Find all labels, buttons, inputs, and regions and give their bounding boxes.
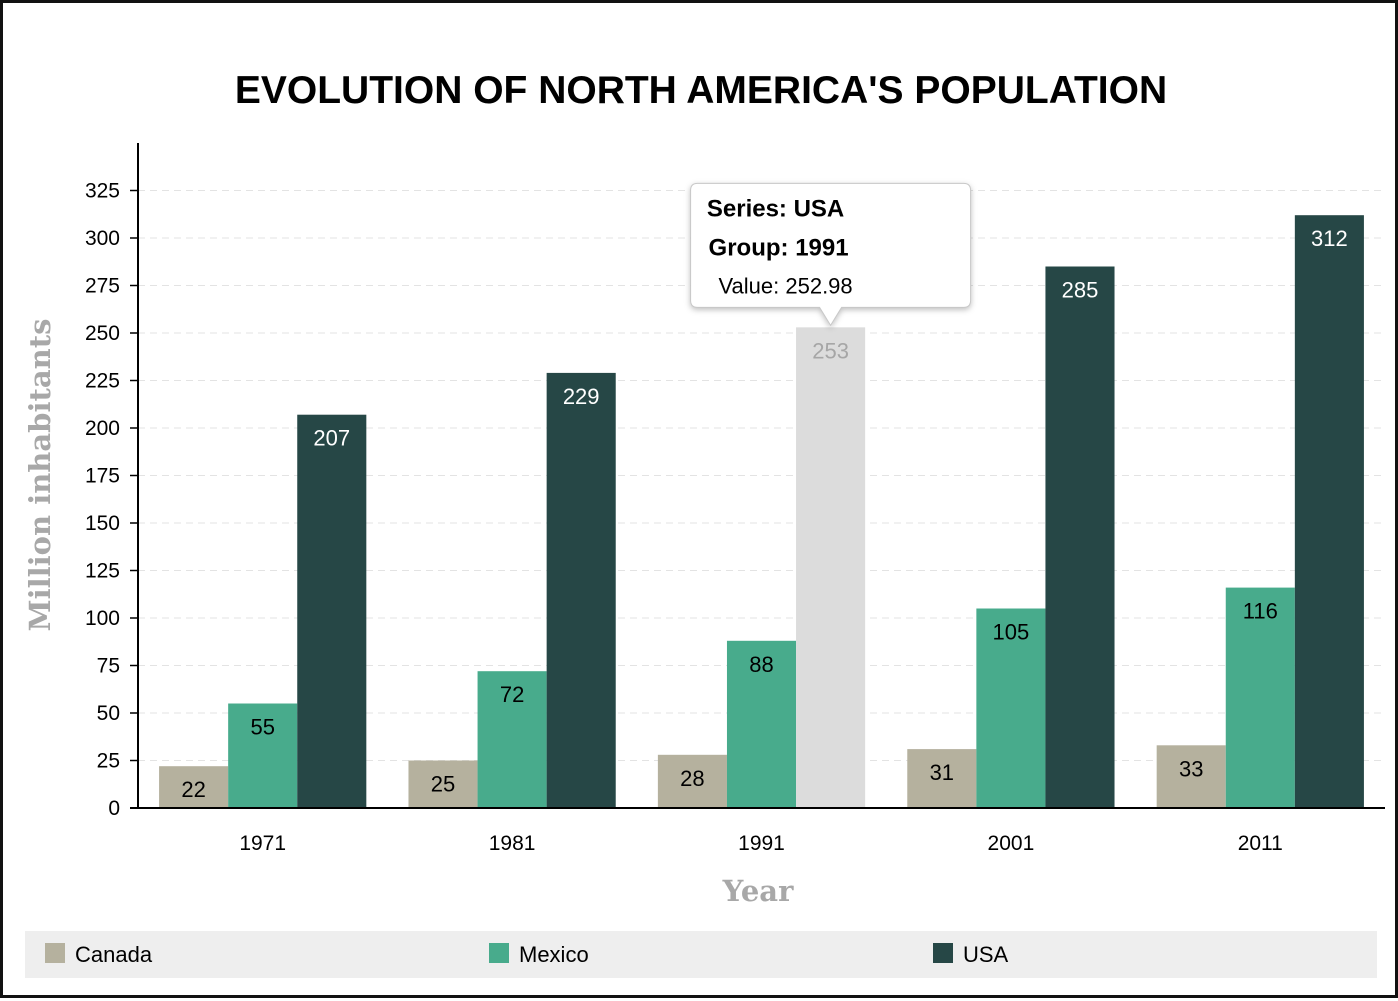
legend-label-canada[interactable]: Canada xyxy=(75,942,153,967)
bar-mexico-1981[interactable] xyxy=(477,671,547,808)
bar-usa-2011[interactable] xyxy=(1294,215,1364,808)
bar-usa-1991[interactable] xyxy=(796,327,866,808)
y-tick-label: 275 xyxy=(85,275,120,298)
bar-value-label: 25 xyxy=(431,772,455,797)
tooltip-group-text: Group: 1991 xyxy=(709,234,849,261)
y-tick-label: 75 xyxy=(97,655,120,678)
bar-canada-1981[interactable] xyxy=(408,760,478,809)
legend-swatch-usa xyxy=(933,943,953,963)
x-tick-label: 2001 xyxy=(988,832,1035,855)
y-axis-title: Million inhabitants xyxy=(23,319,57,632)
tooltip-box xyxy=(690,182,972,327)
legend-swatch-mexico xyxy=(489,943,509,963)
bar-canada-1991[interactable] xyxy=(657,754,727,808)
bar-mexico-1971[interactable] xyxy=(228,703,298,809)
y-tick-label: 325 xyxy=(85,180,120,203)
y-tick-label: 25 xyxy=(97,750,120,773)
legend-label-mexico[interactable]: Mexico xyxy=(519,942,589,967)
bar-usa-1971[interactable] xyxy=(297,414,367,808)
x-axis-title: Year xyxy=(722,874,794,908)
legend-background xyxy=(25,931,1377,978)
bar-value-label: 207 xyxy=(313,426,350,451)
legend: Canada Mexico USA xyxy=(45,942,1009,967)
bar-value-label: 72 xyxy=(500,682,524,707)
x-tick-label: 1981 xyxy=(489,832,536,855)
tooltip: Series: USA Group: 1991 Value: 252.98 xyxy=(690,182,972,327)
bar-value-label: 229 xyxy=(563,384,600,409)
y-tick-label: 175 xyxy=(85,465,120,488)
legend-label-usa[interactable]: USA xyxy=(963,942,1009,967)
y-tick-label: 225 xyxy=(85,370,120,393)
x-tick-label: 1971 xyxy=(239,832,286,855)
chart-title: EVOLUTION OF NORTH AMERICA'S POPULATION xyxy=(235,69,1167,112)
y-tick-label: 250 xyxy=(85,322,120,345)
bar-value-labels: 22 55 207 25 72 229 28 88 253 31 105 285 33 116 312 xyxy=(181,226,1347,802)
bar-value-label: 312 xyxy=(1311,226,1348,251)
y-tick-label: 125 xyxy=(85,560,120,583)
bar-usa-1981[interactable] xyxy=(546,372,616,808)
bar-value-label: 253 xyxy=(812,338,849,363)
bar-value-label: 22 xyxy=(181,777,205,802)
bar-value-label: 28 xyxy=(680,766,704,791)
x-tick-label: 2011 xyxy=(1238,832,1283,855)
y-tick-label: 100 xyxy=(85,607,120,630)
bar-value-label: 285 xyxy=(1062,278,1099,303)
bar-value-label: 33 xyxy=(1179,756,1203,781)
y-tick-label: 200 xyxy=(85,417,120,440)
bar-usa-2001[interactable] xyxy=(1045,266,1115,809)
y-tick-label: 0 xyxy=(108,797,120,820)
tooltip-value-text: Value: 252.98 xyxy=(719,273,853,298)
bar-mexico-2011[interactable] xyxy=(1225,587,1295,808)
tooltip-series-text: Series: USA xyxy=(707,195,844,222)
x-tick-label: 1991 xyxy=(738,832,785,855)
bar-canada-2011[interactable] xyxy=(1156,745,1226,808)
bar-canada-2001[interactable] xyxy=(907,749,977,808)
bar-value-label: 116 xyxy=(1243,599,1278,624)
bar-value-label: 88 xyxy=(749,652,773,677)
bar-value-label: 55 xyxy=(250,715,274,740)
bar-mexico-2001[interactable] xyxy=(976,608,1046,809)
bar-value-label: 31 xyxy=(930,760,954,785)
bars xyxy=(159,215,1364,808)
x-axis-ticks: 1971 1981 1991 2001 2011 xyxy=(239,832,1283,855)
bar-canada-1971[interactable] xyxy=(159,766,229,808)
bar-value-label: 105 xyxy=(993,620,1030,645)
y-tick-label: 150 xyxy=(85,512,120,535)
y-axis-ticks: 0 25 50 75 100 125 150 175 200 225 250 275 300 325 xyxy=(85,180,138,820)
legend-swatch-canada xyxy=(45,943,65,963)
bar-mexico-1991[interactable] xyxy=(726,640,797,808)
chart-svg: EVOLUTION OF NORTH AMERICA'S POPULATION … xyxy=(23,69,1385,978)
y-tick-label: 50 xyxy=(97,702,120,725)
y-tick-label: 300 xyxy=(85,227,120,250)
